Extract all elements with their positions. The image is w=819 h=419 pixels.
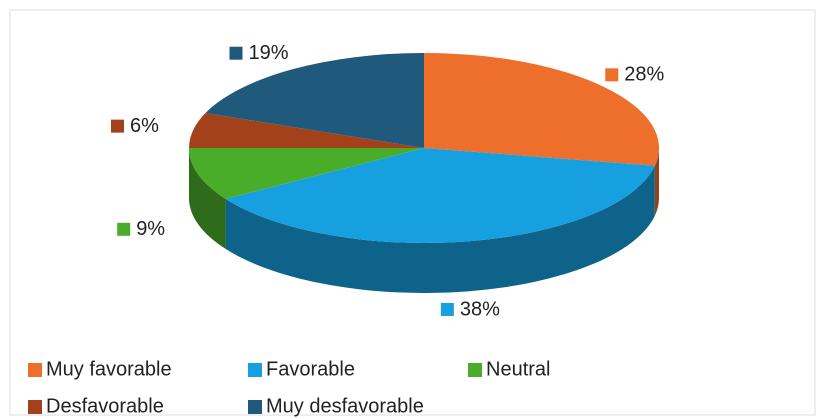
slice-side <box>225 165 655 294</box>
legend-swatch <box>468 363 482 377</box>
slice-side <box>189 148 226 249</box>
data-label: 28% <box>624 64 664 86</box>
label-swatch <box>117 222 131 236</box>
chart-border <box>9 9 816 416</box>
legend-label: Muy favorable <box>46 358 172 380</box>
legend-swatch <box>28 363 42 377</box>
legend-label: Favorable <box>266 358 355 380</box>
data-label: 38% <box>460 298 500 320</box>
label-swatch <box>440 302 454 316</box>
label-swatch <box>110 119 124 133</box>
slice-side <box>654 148 659 216</box>
slice <box>189 113 424 148</box>
data-label: 6% <box>130 115 159 137</box>
slice <box>424 53 659 166</box>
legend-label: Muy desfavorable <box>266 395 424 417</box>
label-swatch <box>229 46 243 60</box>
slice <box>205 52 424 149</box>
slice <box>225 148 655 244</box>
legend-swatch <box>28 400 42 414</box>
legend-label: Desfavorable <box>46 395 164 417</box>
legend-swatch <box>248 400 262 414</box>
data-label: 9% <box>136 218 165 240</box>
legend-swatch <box>248 363 262 377</box>
data-label: 19% <box>248 42 288 64</box>
label-swatch <box>605 68 619 82</box>
slice <box>189 148 424 199</box>
legend-label: Neutral <box>486 358 550 380</box>
